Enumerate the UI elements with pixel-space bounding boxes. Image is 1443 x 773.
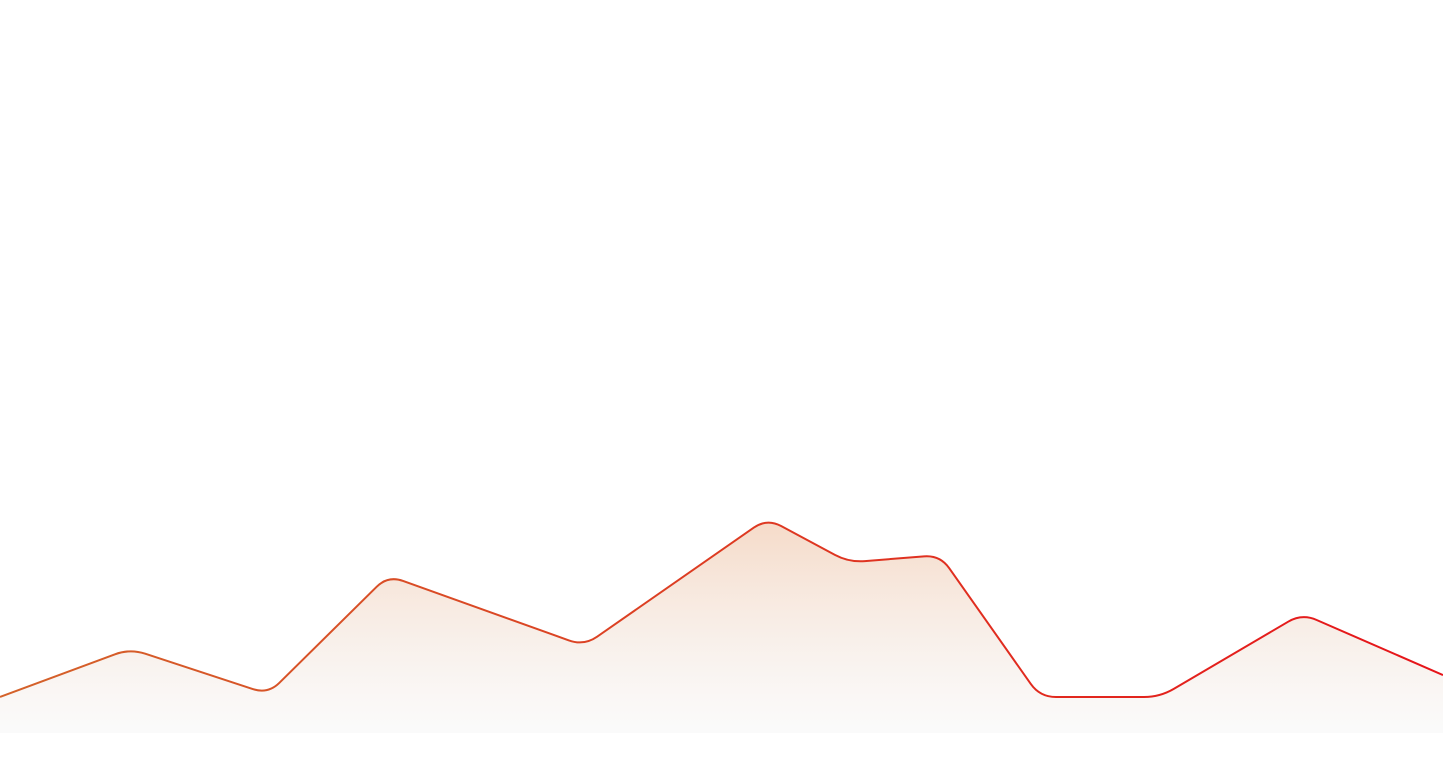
series-line-path — [0, 521, 1443, 698]
area-fill — [0, 522, 1443, 733]
series-area — [0, 522, 1443, 733]
series-line — [0, 521, 1443, 698]
